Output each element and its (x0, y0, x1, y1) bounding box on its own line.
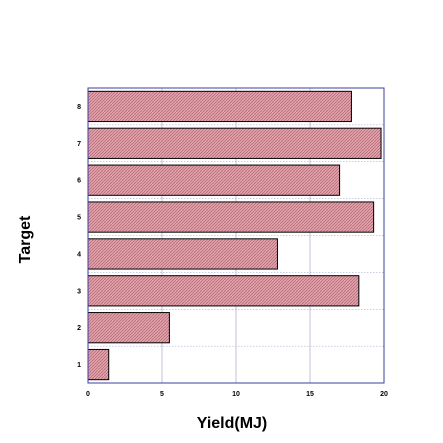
bar-target-1 (87, 348, 110, 381)
bar-target-7 (87, 127, 382, 159)
bar-target-2 (87, 312, 170, 344)
bar-target-6 (87, 164, 341, 196)
y-tick-label: 8 (77, 104, 81, 111)
y-tick-label: 4 (77, 251, 81, 258)
bars (87, 90, 382, 381)
x-tick-label: 0 (86, 391, 90, 398)
bar-target-8 (87, 90, 352, 123)
y-tick-labels: 1 2 3 4 5 6 7 8 (77, 104, 81, 369)
x-tick-label: 20 (380, 391, 388, 398)
y-tick-label: 3 (77, 288, 81, 295)
x-tick-labels: 0 5 10 15 20 (86, 391, 388, 398)
x-axis-title: Yield(MJ) (197, 415, 268, 432)
y-axis-title: Target (17, 215, 34, 263)
y-tick-label: 5 (77, 215, 81, 222)
y-tick-label: 6 (77, 178, 81, 185)
y-tick-label: 2 (77, 325, 81, 332)
y-tick-label: 7 (77, 141, 81, 148)
x-tick-label: 5 (160, 391, 164, 398)
x-tick-label: 15 (306, 391, 314, 398)
bar-target-3 (87, 275, 360, 307)
bar-target-5 (87, 201, 375, 233)
plot-frame (87, 87, 385, 384)
bar-target-4 (87, 238, 278, 270)
y-tick-label: 1 (77, 362, 81, 369)
x-tick-label: 10 (232, 391, 240, 398)
